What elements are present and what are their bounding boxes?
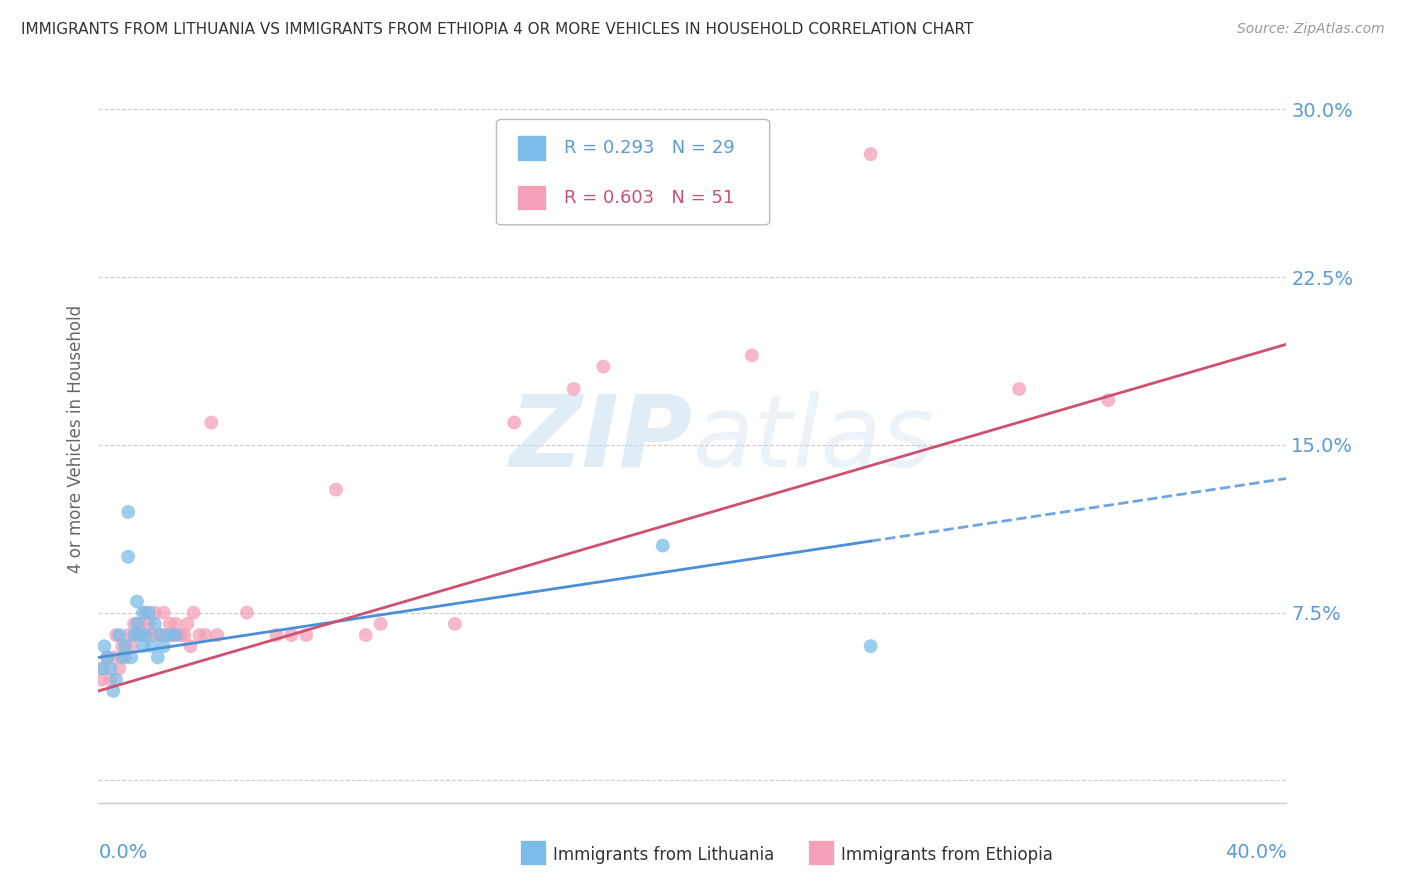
Point [156, 628, 179, 642]
Point [1097, 393, 1119, 408]
Point [183, 606, 205, 620]
Point [266, 628, 288, 642]
Point [859, 639, 882, 653]
FancyBboxPatch shape [516, 136, 547, 161]
Point [129, 616, 152, 631]
Point [173, 628, 195, 642]
Point [103, 650, 125, 665]
Point [96, 650, 118, 665]
Point [592, 359, 614, 374]
Point [562, 382, 585, 396]
Point [200, 416, 222, 430]
Point [114, 650, 136, 665]
Point [143, 606, 166, 620]
Text: ZIP: ZIP [509, 391, 692, 488]
Point [149, 628, 172, 642]
Point [111, 650, 134, 665]
Text: IMMIGRANTS FROM LITHUANIA VS IMMIGRANTS FROM ETHIOPIA 4 OR MORE VEHICLES IN HOUS: IMMIGRANTS FROM LITHUANIA VS IMMIGRANTS … [21, 22, 973, 37]
Point [135, 606, 157, 620]
Point [354, 628, 377, 642]
Point [149, 628, 172, 642]
Point [117, 628, 139, 642]
Point [370, 616, 392, 631]
Text: Immigrants from Lithuania: Immigrants from Lithuania [553, 846, 773, 863]
Point [205, 628, 228, 642]
Point [165, 616, 187, 631]
Point [159, 616, 181, 631]
Point [152, 639, 174, 653]
Point [141, 639, 163, 653]
Point [162, 628, 184, 642]
Point [132, 639, 155, 653]
Text: 40.0%: 40.0% [1225, 843, 1286, 862]
Point [146, 628, 169, 642]
Point [135, 628, 157, 642]
Point [167, 628, 190, 642]
Point [105, 628, 128, 642]
Point [122, 628, 145, 642]
Y-axis label: 4 or more Vehicles in Household: 4 or more Vehicles in Household [66, 305, 84, 574]
Point [108, 628, 131, 642]
Point [90, 673, 112, 687]
Text: R = 0.603   N = 51: R = 0.603 N = 51 [564, 188, 734, 207]
Point [143, 616, 166, 631]
Point [280, 628, 302, 642]
Point [108, 662, 131, 676]
Point [117, 505, 139, 519]
Text: Immigrants from Ethiopia: Immigrants from Ethiopia [841, 846, 1053, 863]
Point [159, 628, 181, 642]
Point [152, 606, 174, 620]
Point [98, 673, 121, 687]
Point [125, 628, 148, 642]
Point [325, 483, 347, 497]
Point [165, 628, 187, 642]
Point [114, 639, 136, 653]
Point [125, 616, 148, 631]
Point [859, 147, 882, 161]
Point [93, 639, 115, 653]
Point [132, 606, 155, 620]
Text: atlas: atlas [692, 391, 934, 488]
Point [117, 549, 139, 564]
Point [103, 684, 125, 698]
Point [179, 639, 201, 653]
Point [93, 662, 115, 676]
FancyBboxPatch shape [496, 120, 769, 225]
Point [651, 539, 673, 553]
Point [138, 606, 160, 620]
Point [188, 628, 211, 642]
Point [146, 650, 169, 665]
Point [96, 650, 118, 665]
Point [125, 594, 148, 608]
Point [90, 662, 112, 676]
Point [503, 416, 526, 430]
Point [111, 639, 134, 653]
Point [176, 616, 198, 631]
Text: Source: ZipAtlas.com: Source: ZipAtlas.com [1237, 22, 1385, 37]
Point [194, 628, 217, 642]
Point [138, 616, 160, 631]
Point [122, 616, 145, 631]
FancyBboxPatch shape [516, 185, 547, 211]
Point [98, 662, 121, 676]
Point [443, 616, 465, 631]
Point [105, 673, 128, 687]
Point [170, 628, 193, 642]
Point [120, 639, 142, 653]
Text: 0.0%: 0.0% [98, 843, 148, 862]
Point [236, 606, 259, 620]
Point [141, 628, 163, 642]
Point [741, 348, 763, 362]
Point [1008, 382, 1031, 396]
Text: R = 0.293   N = 29: R = 0.293 N = 29 [564, 139, 735, 157]
Point [132, 628, 155, 642]
Point [295, 628, 318, 642]
Point [120, 650, 142, 665]
Point [129, 628, 152, 642]
